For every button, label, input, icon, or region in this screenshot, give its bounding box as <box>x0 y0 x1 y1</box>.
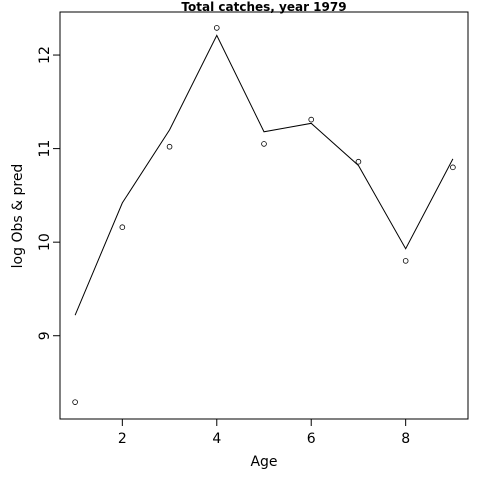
y-tick-label: 9 <box>37 331 53 340</box>
observed-point <box>402 258 409 264</box>
y-tick-label: 11 <box>37 140 53 158</box>
x-axis: 2 4 6 8 <box>118 418 410 447</box>
observed-point <box>450 164 456 171</box>
series-layer <box>72 25 456 405</box>
observed-point <box>119 224 126 230</box>
y-axis: 9 10 11 12 <box>37 46 61 340</box>
x-tick-label: 6 <box>307 431 316 447</box>
observed-point <box>166 143 173 150</box>
observed-point <box>355 158 362 165</box>
y-tick-label: 12 <box>37 46 53 64</box>
predicted-line <box>74 34 454 316</box>
observed-point <box>308 116 315 123</box>
observed-point <box>261 141 267 147</box>
x-tick-label: 8 <box>401 431 410 447</box>
plot-frame <box>59 11 469 420</box>
x-axis-label: Age <box>250 454 277 470</box>
x-tick-label: 4 <box>212 431 221 447</box>
chart-title: Total catches, year 1979 <box>181 0 346 14</box>
observed-point <box>72 399 78 405</box>
observed-point <box>213 25 220 31</box>
x-tick-label: 2 <box>118 431 127 447</box>
y-tick-label: 10 <box>37 233 53 251</box>
y-axis-label: log Obs & pred <box>10 164 26 269</box>
